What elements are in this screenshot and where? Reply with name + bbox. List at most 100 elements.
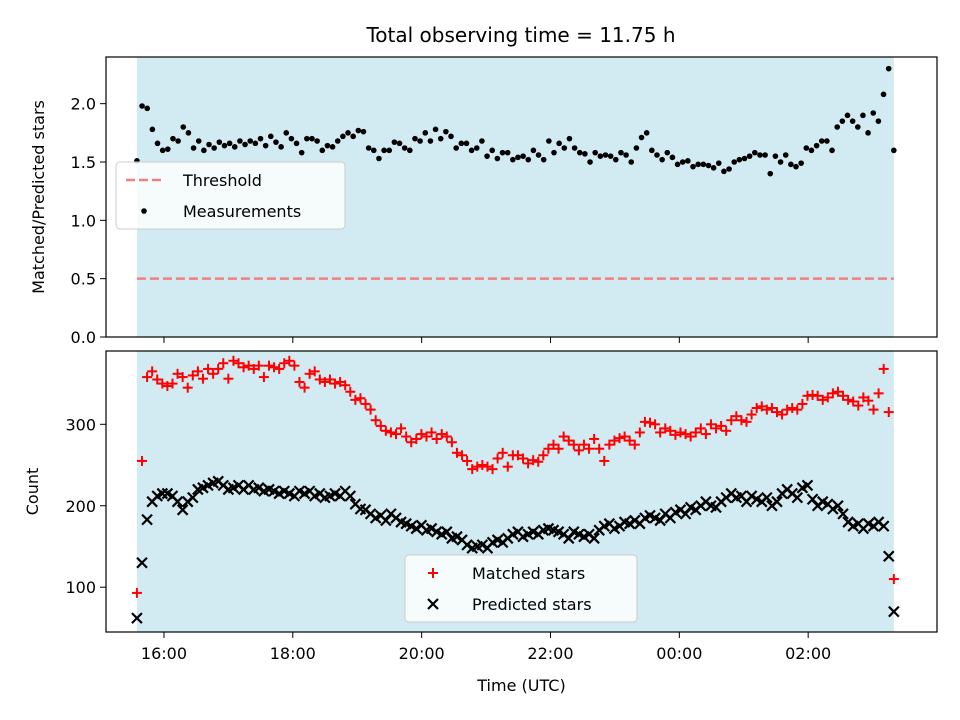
measurement-point [700,161,707,168]
cross-b [161,487,174,500]
matched-star-marker [223,373,234,384]
matched-star-marker [167,378,178,389]
matched-star-marker [553,443,564,454]
matched-star-marker [624,435,635,446]
predicted-star-marker [461,539,473,551]
measurement-point [571,145,578,151]
matched-star-marker [558,431,569,442]
cross-b [618,516,631,528]
y-tick-label: 2.0 [71,95,96,114]
matched-star-marker [568,439,579,450]
matched-star-marker [289,360,300,371]
cross-b [405,520,418,532]
legend-label: Threshold [182,171,262,190]
measurement-point [407,147,413,154]
measurement-point [226,140,233,147]
measurement-point [293,140,300,147]
legend-box [115,161,346,230]
matched-star-marker [142,372,153,383]
matched-star-marker [192,366,203,377]
cross-b [425,522,438,535]
measurement-point [499,149,506,156]
cross-b [293,485,306,497]
matched-star-marker [228,355,239,366]
measurement-point [710,165,717,171]
measurement-point [340,133,346,140]
measurement-point [247,138,254,144]
y-tick-label: 1.0 [71,211,96,230]
predicted-star-marker [801,479,814,492]
matched-star-marker [416,429,427,440]
measurement-point [633,145,640,151]
predicted-star-marker [410,522,423,535]
matched-star-marker [548,439,559,450]
measurement-point [808,147,815,154]
matched-star-marker [578,439,589,450]
matched-star-marker [594,443,605,454]
measurement-point [649,147,655,154]
measurement-point [741,155,748,162]
predicted-star-marker [451,530,463,543]
measurement-point [391,139,398,145]
measurement-point [309,135,315,142]
count-panel: 100 200 300 16:00 18:00 20:00 22:00 00:00 02:00 C… [23,350,938,695]
measurement-point [417,138,423,144]
measurement-point [865,130,871,136]
measurement-point [432,126,439,133]
measurement-point [195,138,202,144]
matched-star-marker [609,435,620,446]
measurement-point [566,135,573,142]
matched-star-marker [614,433,625,444]
matched-star-marker [512,450,523,461]
predicted-star-marker [425,522,438,535]
measurement-point [736,156,743,163]
cross-b [837,508,849,520]
matched-star-marker [787,403,798,414]
matched-star-marker [385,427,396,438]
matched-star-marker [203,363,214,374]
cross-b [430,526,443,538]
measurement-point [757,152,763,158]
measurement-point [813,142,820,149]
legend: Threshold Measurements [115,161,346,230]
matched-star-marker [431,433,442,444]
matched-star-marker [660,423,671,434]
predicted-star-marker [827,503,839,515]
measurement-point [767,170,774,177]
measurement-point [190,145,197,151]
measurement-point [360,128,367,135]
legend-label: Measurements [183,202,301,221]
cross-b [491,534,504,546]
x-tick-label: 20:00 [399,644,445,663]
measurement-point [345,130,351,136]
measurement-point [283,130,290,136]
predicted-star-marker [771,495,783,508]
measurement-point [458,140,465,147]
measurement-point [489,147,496,154]
cross-b [410,522,423,535]
measurement-point [515,154,521,161]
measurement-point [304,135,310,142]
measurement-point [628,159,635,165]
matched-star-marker [487,464,498,475]
measurement-point [679,159,686,165]
cross-b [862,517,875,530]
predicted-star-marker [476,539,489,551]
matched-star-marker [518,453,529,464]
matched-star-marker [457,450,468,461]
matched-star-marker [446,437,457,448]
matched-star-marker [832,386,843,397]
measurement-point [674,161,681,168]
matched-star-marker [152,374,163,385]
matched-star-marker [792,404,803,415]
measurement-point [144,105,151,112]
measurement-point [453,145,459,151]
measurement-point [185,130,192,136]
matched-star-marker [406,437,417,448]
matched-star-marker [695,423,706,434]
cross-b [750,493,763,506]
matched-star-marker [619,431,630,442]
measurement-point [715,160,722,166]
measurement-point [350,133,356,140]
